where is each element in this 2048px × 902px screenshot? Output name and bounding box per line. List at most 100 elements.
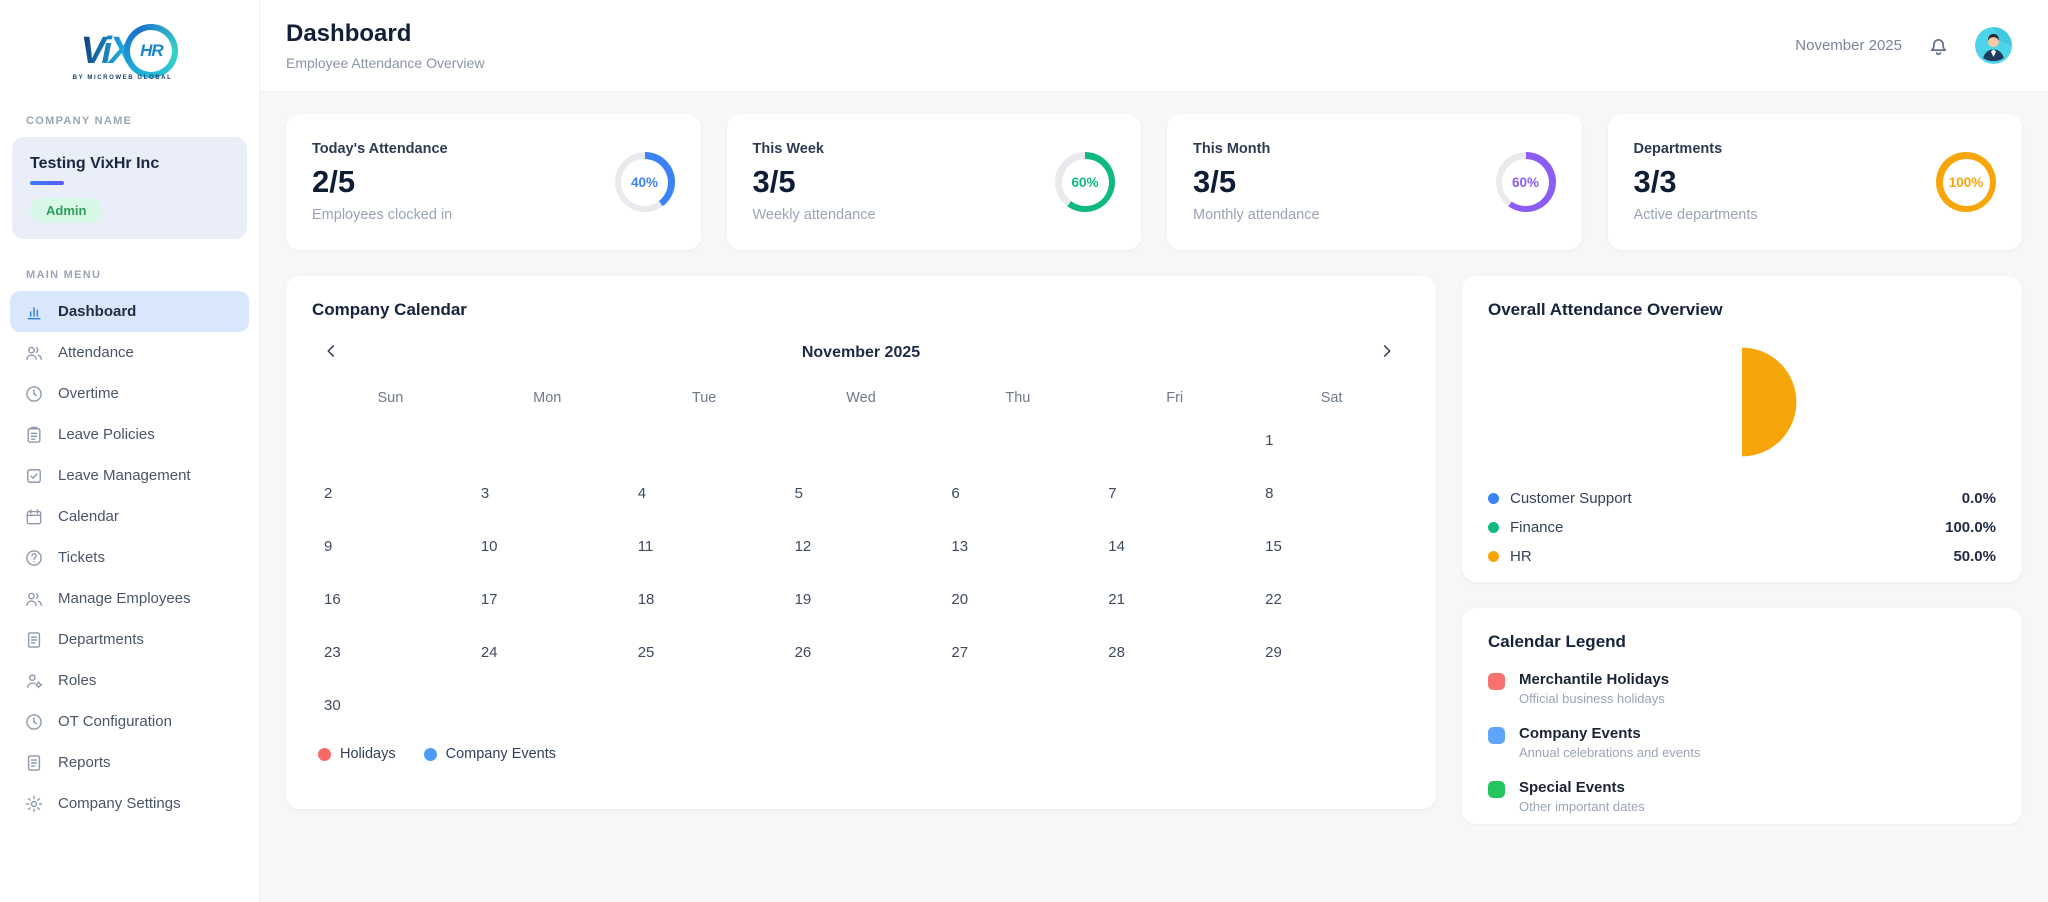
calendar-day-cell[interactable]: 17 [480, 591, 498, 608]
chevron-right-icon[interactable] [1376, 340, 1402, 366]
sidebar-item-label: Calendar [58, 508, 119, 525]
calendar-day-cell[interactable]: 5 [794, 485, 803, 502]
pie-svg [1742, 347, 1797, 457]
top-header: Dashboard Employee Attendance Overview N… [260, 0, 2048, 92]
stat-card-value: 3/3 [1633, 164, 1677, 199]
legend-label: Company Events [445, 746, 557, 762]
calendar-inline-legend: Holidays Company Events [312, 746, 1410, 762]
calendar-day-cell[interactable]: 20 [951, 591, 969, 608]
calendar-day-cell[interactable]: 8 [1265, 485, 1274, 502]
stat-cards-row: Today's Attendance 2/5 Employees clocked i… [286, 114, 2022, 250]
calendar-day-cell[interactable]: 19 [794, 591, 812, 608]
legend-color-swatch [1488, 673, 1505, 690]
legend-item-name: Merchantile Holidays [1519, 671, 1670, 688]
chart-legend-value: 100.0% [1945, 519, 1996, 536]
calendar-week-row: 1 [312, 414, 1410, 467]
sidebar-item-reports[interactable]: Reports [10, 742, 249, 783]
chart-legend-name: HR [1510, 548, 1532, 565]
document-icon [24, 753, 44, 773]
content-columns: Company Calendar November 2025 Sun Mon Tue… [286, 276, 2022, 824]
sidebar-item-manage-employees[interactable]: Manage Employees [10, 578, 249, 619]
sidebar-item-leave-policies[interactable]: Leave Policies [10, 414, 249, 455]
calendar-empty-cell [1096, 679, 1253, 732]
clock-arrow-icon [24, 384, 44, 404]
calendar-day-cell[interactable]: 22 [1265, 591, 1282, 608]
calendar-day-cell[interactable]: 11 [637, 538, 654, 555]
progress-ring: 40% [614, 152, 675, 212]
chart-legend-row-finance: Finance 100.0% [1488, 513, 1996, 542]
brand-logo: ViX HR BY MICROWEB GLOBAL [0, 0, 259, 87]
progress-ring-label: 60% [1061, 158, 1109, 206]
calendar-day-cell[interactable]: 24 [480, 644, 498, 661]
sidebar-item-company-settings[interactable]: Company Settings [10, 783, 249, 824]
calendar-day-cell[interactable]: 16 [324, 591, 341, 608]
chart-legend: Customer Support 0.0% Finance 100.0% HR 50.0% [1488, 484, 1996, 571]
sidebar-item-roles[interactable]: Roles [10, 660, 249, 701]
legend-item-special-events: Special Events Other important dates [1488, 779, 1996, 814]
calendar-day-cell[interactable]: 12 [794, 538, 812, 555]
stat-card-label: This Month [1193, 141, 1271, 157]
calendar-day-cell[interactable]: 3 [480, 485, 490, 502]
stat-card-this-month: This Month 3/5 Monthly attendance 60% [1167, 114, 1582, 250]
calendar-day-cell[interactable]: 25 [637, 644, 655, 661]
sidebar-item-leave-management[interactable]: Leave Management [10, 455, 249, 496]
calendar-legend-chip-company-events: Company Events [423, 746, 557, 762]
calendar-weekday-row: Sun Mon Tue Wed Thu Fri Sat [312, 390, 1410, 406]
calendar-legend-items: Merchantile Holidays Official business ho… [1488, 671, 1996, 814]
sidebar-item-departments[interactable]: Departments [10, 619, 249, 660]
calendar-day-cell[interactable]: 14 [1108, 538, 1125, 555]
sidebar-item-calendar[interactable]: Calendar [10, 496, 249, 537]
calendar-day-cell[interactable]: 21 [1108, 591, 1125, 608]
sidebar-item-tickets[interactable]: Tickets [10, 537, 249, 578]
sidebar-item-label: Reports [58, 754, 111, 771]
stat-card-value: 2/5 [312, 164, 356, 199]
legend-dot [318, 747, 331, 761]
calendar-day-cell[interactable]: 7 [1108, 485, 1117, 502]
sidebar-item-overtime[interactable]: Overtime [10, 373, 249, 414]
calendar-day-cell[interactable]: 29 [1265, 644, 1282, 661]
calendar-day-cell[interactable]: 10 [480, 538, 498, 555]
calendar-day-cell[interactable]: 27 [951, 644, 969, 661]
header-right: November 2025 [1795, 27, 2012, 64]
calendar-day-cell[interactable]: 2 [324, 485, 333, 502]
calendar-day-cell[interactable]: 15 [1265, 538, 1282, 555]
calendar-day-cell[interactable]: 9 [324, 538, 333, 555]
calendar-day-cell[interactable]: 30 [324, 697, 341, 714]
sidebar-item-ot-configuration[interactable]: OT Configuration [10, 701, 249, 742]
legend-dot [1488, 551, 1499, 562]
attendance-overview-card: Overall Attendance Overview Customer Sup… [1462, 276, 2022, 582]
legend-dot [423, 747, 437, 761]
sidebar-item-label: OT Configuration [58, 713, 172, 730]
legend-label: Holidays [340, 746, 396, 762]
calendar-day-cell[interactable]: 18 [637, 591, 655, 608]
calendar-day-cell[interactable]: 13 [951, 538, 969, 555]
sidebar-item-attendance[interactable]: Attendance [10, 332, 249, 373]
calendar-day-cell[interactable]: 26 [794, 644, 812, 661]
logo-hr-circle: HR [124, 24, 179, 78]
chart-title: Overall Attendance Overview [1488, 300, 1723, 319]
weekday-label: Sat [1320, 390, 1343, 406]
avatar[interactable] [1975, 27, 2012, 64]
legend-item-text: Special Events Other important dates [1519, 779, 1645, 814]
main-menu-label: MAIN MENU [26, 269, 102, 281]
calendar-day-cell[interactable]: 6 [951, 485, 960, 502]
bell-icon[interactable] [1926, 33, 1951, 58]
calendar-day-cell[interactable]: 28 [1108, 644, 1125, 661]
progress-ring: 60% [1055, 152, 1115, 212]
company-section-label: COMPANY NAME [26, 115, 133, 127]
calendar-day-cell[interactable]: 4 [637, 485, 647, 502]
weekday-label: Wed [846, 390, 876, 406]
calendar-day-cell[interactable]: 23 [324, 644, 341, 661]
calendar-empty-cell [1096, 414, 1253, 467]
sidebar: ViX HR BY MICROWEB GLOBAL COMPANY NAME T… [0, 0, 260, 902]
chevron-left-icon[interactable] [320, 340, 346, 366]
stat-card-departments: Departments 3/3 Active departments 100% [1607, 114, 2022, 250]
sidebar-item-label: Departments [58, 631, 144, 648]
calendar-day-cell[interactable]: 1 [1265, 432, 1274, 449]
user-gear-icon [24, 671, 44, 691]
sidebar-item-dashboard[interactable]: Dashboard [10, 291, 249, 332]
calendar-legend-title: Calendar Legend [1488, 632, 1626, 651]
stat-card-value: 3/5 [1193, 164, 1237, 199]
legend-item-text: Company Events Annual celebrations and ev… [1519, 725, 1700, 760]
